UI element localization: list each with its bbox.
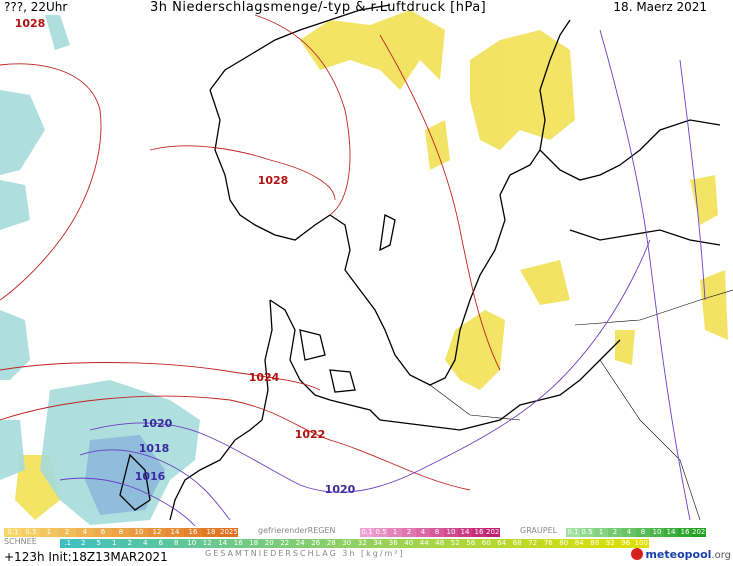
legend-swatch: 8 [430, 528, 444, 537]
isobar-label: 1028 [15, 17, 46, 30]
legend-swatch: 2 [75, 539, 91, 548]
legend-swatch: 22 [277, 539, 293, 548]
isobar-labels: 1028 1028 1024 1022 1020 1018 1016 1020 [15, 17, 356, 496]
legend-swatch: 10 [184, 539, 200, 548]
legend-swatch: 2 [402, 528, 416, 537]
legend-swatch: 2025+ [692, 528, 706, 537]
graupel-label: GRAUPEL [520, 526, 558, 535]
legend-swatch: 68 [509, 539, 525, 548]
legend-swatch: 76 [540, 539, 556, 548]
legend-swatch: 28 [323, 539, 339, 548]
legend-swatch: 8 [168, 539, 184, 548]
legend-swatch: 60 [478, 539, 494, 548]
legend-swatch: 96 [618, 539, 634, 548]
forecast-time-label: ???, 22Uhr [4, 0, 68, 14]
legend-swatch: 14 [664, 528, 678, 537]
legend-swatch: 30 [339, 539, 355, 548]
legend-swatch: 0.5 [22, 528, 40, 537]
legend-swatch: 48 [432, 539, 448, 548]
legend-swatch: 1 [106, 539, 122, 548]
legend-swatch: 44 [416, 539, 432, 548]
legend-swatch: 4 [416, 528, 430, 537]
legend-swatch: 56 [463, 539, 479, 548]
legend-swatch: 52 [447, 539, 463, 548]
isobar-label: 1028 [258, 174, 289, 187]
legend-swatch: 12 [148, 528, 166, 537]
legend-swatch: 92 [602, 539, 618, 548]
legend-swatch: 80 [556, 539, 572, 548]
legend-swatch: 100 [633, 539, 649, 548]
isobar-label: 1020 [325, 483, 356, 496]
meteopool-logo: meteopool.org [631, 548, 731, 561]
forecast-date: 18. Maerz 2021 [613, 0, 707, 14]
legend-swatch: 10 [444, 528, 458, 537]
legend-swatch: 8 [636, 528, 650, 537]
map-title: 3h Niederschlagsmenge/-typ & r.Luftdruck… [150, 0, 487, 15]
legend-swatch: 8 [112, 528, 130, 537]
legend-swatch: 14 [458, 528, 472, 537]
legend-swatch: 14 [166, 528, 184, 537]
legend-swatch: 2 [122, 539, 138, 548]
legend-swatch: 4 [622, 528, 636, 537]
legend-swatch: 10 [650, 528, 664, 537]
isobar-label: 1024 [249, 371, 280, 384]
legend-swatch: 16 [472, 528, 486, 537]
legend-swatch: 72 [525, 539, 541, 548]
legend-swatch: 10 [130, 528, 148, 537]
isobar-label: 1016 [135, 470, 166, 483]
legend-swatch: 0.1 [360, 528, 374, 537]
meteopool-logo-icon [631, 548, 644, 560]
legend-swatch: 1 [388, 528, 402, 537]
legend-swatch: 0.5 [374, 528, 388, 537]
legend-swatch: 18 [202, 528, 220, 537]
legend-swatch: 6 [153, 539, 169, 548]
legend-swatch: .1 [60, 539, 76, 548]
legend-swatch: 64 [494, 539, 510, 548]
isobar-label: 1022 [295, 428, 326, 441]
legend-swatch: 16 [678, 528, 692, 537]
isobar-label: 1018 [139, 442, 170, 455]
legend-swatch: 16 [230, 539, 246, 548]
legend-swatch: 1 [40, 528, 58, 537]
legend-swatch: 2 [608, 528, 622, 537]
snow-label: SCHNEE [4, 537, 37, 546]
total-precip-label: GESAMTNIEDERSCHLAG 3h [kg/m²] [205, 549, 405, 558]
legend-swatch: 14 [215, 539, 231, 548]
legend-swatch: 0.1 [4, 528, 22, 537]
legend-swatch: 20 [261, 539, 277, 548]
legend-swatch: 88 [587, 539, 603, 548]
legend-swatch: 18 [246, 539, 262, 548]
legend-swatch: 32 [354, 539, 370, 548]
legend-swatch: 24 [292, 539, 308, 548]
run-info: +123h Init:18Z13MAR2021 [4, 550, 168, 564]
legend-swatch: 2025+ [220, 528, 238, 537]
coastlines [119, 4, 721, 521]
legend-swatch: 34 [370, 539, 386, 548]
legend-swatch: 84 [571, 539, 587, 548]
legend-swatch: 0.1 [566, 528, 580, 537]
legend-swatch: 2025+ [486, 528, 500, 537]
legend-swatch: 26 [308, 539, 324, 548]
legend-swatch: 36 [385, 539, 401, 548]
legend-swatch: 1 [594, 528, 608, 537]
legend-swatch: 0.5 [580, 528, 594, 537]
isobar-label: 1020 [142, 417, 173, 430]
legend-swatch: 2 [58, 528, 76, 537]
legend-swatch: 6 [94, 528, 112, 537]
legend-swatch: 16 [184, 528, 202, 537]
legend-swatch: 12 [199, 539, 215, 548]
freezing-rain-label: gefrierenderREGEN [258, 526, 336, 535]
legend-swatch: 40 [401, 539, 417, 548]
isobars [0, 14, 706, 527]
legend-swatch: 5 [91, 539, 107, 548]
legend-swatch: 4 [137, 539, 153, 548]
legend-swatch: 4 [76, 528, 94, 537]
